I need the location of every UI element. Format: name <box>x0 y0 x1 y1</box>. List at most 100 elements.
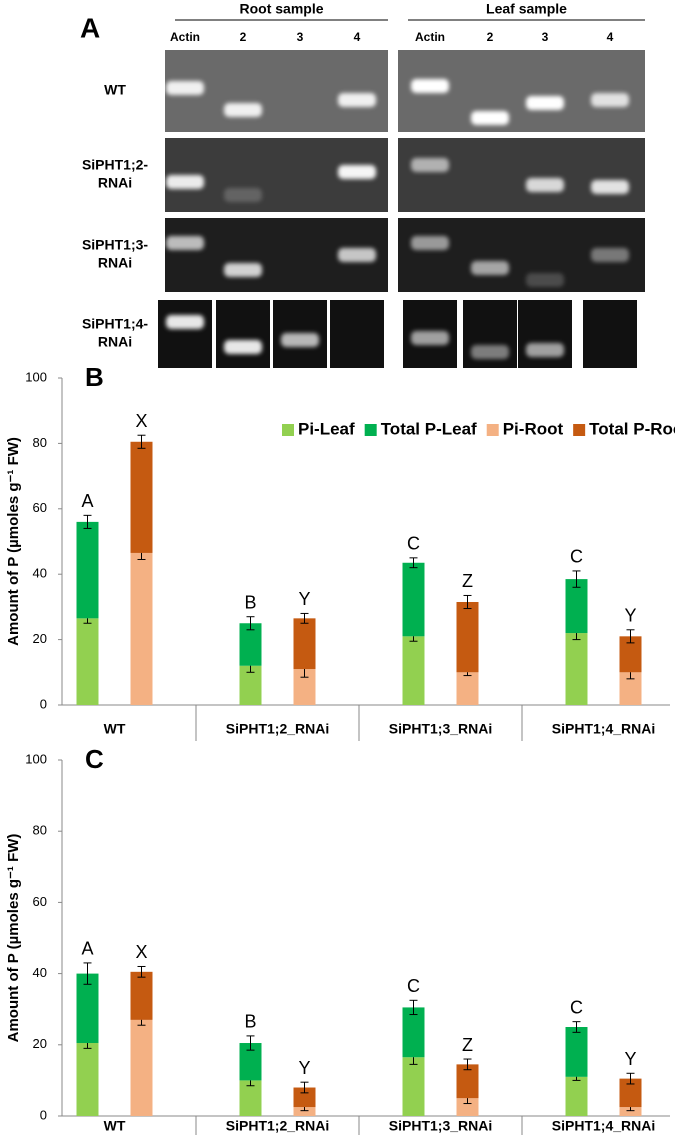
error-bar <box>137 434 146 449</box>
significance-letter: B <box>244 1012 256 1032</box>
group-title: Root sample <box>239 1 323 17</box>
x-tick-label: SiPHT1;3_RNAi <box>389 721 492 737</box>
bar-segment <box>130 971 153 1020</box>
gel-band <box>224 263 262 277</box>
bar-segment <box>239 1080 262 1116</box>
x-tick-label: SiPHT1;4_RNAi <box>552 721 655 737</box>
gel-band <box>591 180 629 194</box>
group-title: Leaf sample <box>486 1 567 17</box>
bar-segment <box>402 562 425 637</box>
lane-label: 2 <box>487 30 494 44</box>
gel-band <box>281 333 319 347</box>
legend-label: Pi-Root <box>503 419 564 438</box>
bar-segment <box>456 1098 479 1116</box>
gel-image <box>330 300 384 368</box>
significance-letter: C <box>407 534 420 554</box>
y-tick-label: 40 <box>33 566 47 581</box>
bar-segment <box>456 1064 479 1099</box>
significance-letter: X <box>135 942 147 962</box>
panel-label: C <box>85 744 104 774</box>
gel-band <box>471 261 509 275</box>
error-bar <box>83 514 92 529</box>
gel-band <box>224 103 262 117</box>
y-tick-label: 80 <box>33 823 47 838</box>
gel-band <box>338 165 376 179</box>
significance-letter: Y <box>298 1058 310 1078</box>
y-tick-label: 80 <box>33 435 47 450</box>
error-bar <box>572 1021 581 1033</box>
gel-band <box>166 175 204 189</box>
lane-label: 4 <box>354 30 361 44</box>
gel-image <box>216 300 270 368</box>
significance-letter: X <box>135 411 147 431</box>
gel-image <box>398 138 645 212</box>
x-tick-label: SiPHT1;2_RNAi <box>226 721 329 737</box>
significance-letter: Y <box>624 1049 636 1069</box>
error-bar <box>300 612 309 624</box>
gel-band <box>411 331 449 345</box>
lane-label: 3 <box>542 30 549 44</box>
bar-segment <box>76 618 99 705</box>
lane-label: 3 <box>297 30 304 44</box>
significance-letter: C <box>407 976 420 996</box>
bar-segment <box>130 552 153 705</box>
error-bar <box>463 594 472 610</box>
legend-label: Pi-Leaf <box>298 419 355 438</box>
gel-band <box>338 93 376 107</box>
error-bar <box>246 616 255 631</box>
y-tick-label: 20 <box>33 631 47 646</box>
significance-letter: Z <box>462 571 473 591</box>
y-tick-label: 60 <box>33 894 47 909</box>
legend-swatch <box>282 424 294 436</box>
gel-band <box>526 343 564 357</box>
legend-swatch <box>486 424 499 436</box>
y-tick-label: 0 <box>40 1107 47 1122</box>
y-tick-label: 20 <box>33 1036 47 1051</box>
y-tick-label: 0 <box>40 696 47 711</box>
bar-segment <box>293 669 316 705</box>
gel-band <box>411 158 449 172</box>
panel-label: B <box>85 362 104 392</box>
significance-letter: C <box>570 997 583 1017</box>
bar-segment <box>619 672 642 705</box>
row-label: SiPHT1;4- <box>82 316 148 332</box>
error-bar <box>137 965 146 978</box>
bar-segment <box>456 601 479 673</box>
gel-image <box>518 300 572 368</box>
gel-band <box>591 248 629 262</box>
bar-segment <box>293 618 316 670</box>
gel-image <box>158 300 212 368</box>
bar-segment <box>76 1043 99 1116</box>
gel-image <box>583 300 637 368</box>
x-tick-label: SiPHT1;3_RNAi <box>389 1118 492 1134</box>
gel-band <box>166 236 204 250</box>
error-bar <box>83 962 92 985</box>
lane-label: Actin <box>170 30 200 44</box>
lane-label: Actin <box>415 30 445 44</box>
significance-letter: B <box>244 592 256 612</box>
gel-band <box>471 111 509 125</box>
error-bar <box>626 1072 635 1085</box>
bar-segment <box>293 1107 316 1116</box>
gel-band <box>166 81 204 95</box>
bar-segment <box>402 1057 425 1116</box>
y-tick-label: 100 <box>25 369 47 384</box>
legend-swatch <box>573 424 586 436</box>
bar-segment <box>402 1007 425 1058</box>
error-bar <box>300 1081 309 1094</box>
error-bar <box>572 570 581 588</box>
y-tick-label: 100 <box>25 751 47 766</box>
bar-segment <box>76 521 99 619</box>
bar-segment <box>565 633 588 705</box>
gel-band <box>224 340 262 354</box>
row-label: RNAi <box>98 175 132 191</box>
row-label: WT <box>104 82 126 98</box>
bar-segment <box>619 1107 642 1116</box>
significance-letter: Y <box>624 606 636 626</box>
gel-band <box>411 236 449 250</box>
error-bar <box>409 999 418 1016</box>
significance-letter: Z <box>462 1035 473 1055</box>
gel-band <box>471 345 509 359</box>
gel-band <box>338 248 376 262</box>
gel-band <box>411 79 449 93</box>
